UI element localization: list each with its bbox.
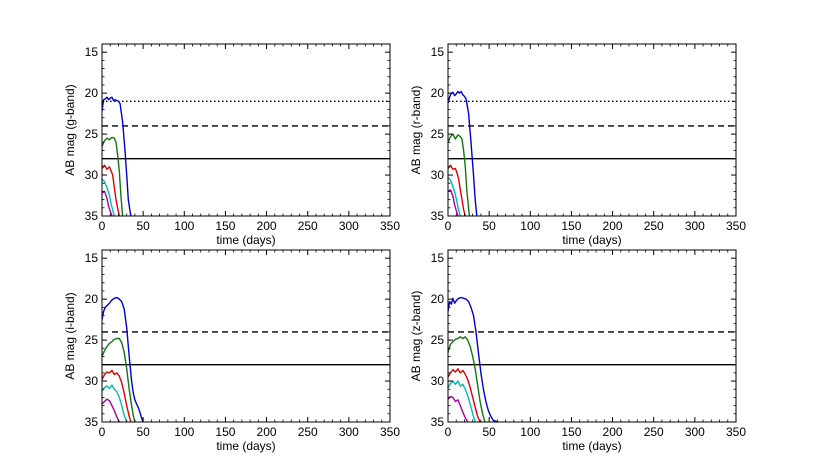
series-line-2 [448,336,486,422]
y-axis-label: AB mag (z-band) [409,291,423,382]
series-line-5 [102,398,120,422]
y-tick-label: 15 [431,45,445,59]
y-tick-label: 15 [431,251,445,265]
y-tick-label: 25 [85,127,99,141]
x-tick-label: 350 [380,425,400,439]
y-tick-label: 30 [431,374,445,388]
series-line-3 [102,164,120,216]
y-tick-label: 15 [85,45,99,59]
x-tick-label: 250 [644,219,664,233]
series-line-4 [102,178,115,216]
x-tick-label: 0 [445,219,452,233]
x-tick-label: 150 [215,425,235,439]
x-tick-label: 200 [603,425,623,439]
series-line-4 [448,177,461,216]
x-tick-label: 150 [561,219,581,233]
y-tick-label: 35 [85,209,99,223]
x-tick-label: 200 [257,219,277,233]
y-axis-label: AB mag (g-band) [63,84,77,175]
series-line-1 [448,296,499,422]
chart-panel-r-band: 0 50 100 150 200 250 300 350 15 20 25 30 35 time (day… [409,43,746,247]
y-tick-label: 20 [431,292,445,306]
x-tick-label: 200 [603,219,623,233]
chart-panel-i-band: 0 50 100 150 200 250 300 350 15 20 25 30 35 time (day… [63,249,400,453]
y-tick-label: 35 [85,415,99,429]
x-tick-label: 250 [644,425,664,439]
x-tick-label: 50 [482,425,496,439]
y-tick-label: 20 [85,86,99,100]
y-tick-label: 20 [431,86,445,100]
plot-frame [101,43,391,217]
y-tick-label: 25 [431,333,445,347]
y-axis-label: AB mag (r-band) [409,86,423,175]
plot-frame [101,249,391,423]
chart-panel-g-band: 0 50 100 150 200 250 300 350 15 20 25 30 35 time (day… [63,43,400,247]
series-line-1 [102,296,144,422]
series-line-2 [448,133,471,216]
y-tick-label: 25 [85,333,99,347]
series-line-2 [102,136,124,216]
y-tick-label: 30 [85,374,99,388]
x-tick-label: 250 [298,425,318,439]
x-tick-label: 0 [99,425,106,439]
x-tick-label: 250 [298,219,318,233]
x-tick-label: 100 [174,219,194,233]
plot-frame [447,43,737,217]
x-tick-label: 150 [215,219,235,233]
x-axis-label: time (days) [562,439,621,453]
y-tick-label: 30 [85,168,99,182]
x-tick-label: 300 [685,219,705,233]
x-tick-label: 50 [482,219,496,233]
y-tick-label: 15 [85,251,99,265]
x-axis-label: time (days) [216,233,275,247]
series-line-1 [102,96,132,216]
y-tick-label: 30 [431,168,445,182]
x-tick-label: 300 [339,219,359,233]
x-tick-label: 350 [726,219,746,233]
x-tick-label: 50 [136,425,150,439]
x-axis-label: time (days) [216,439,275,453]
x-tick-label: 100 [520,425,540,439]
x-tick-label: 50 [136,219,150,233]
y-tick-label: 35 [431,415,445,429]
x-tick-label: 100 [174,425,194,439]
x-tick-label: 100 [520,219,540,233]
series-line-4 [102,384,128,422]
series-line-1 [448,90,478,216]
x-axis-label: time (days) [562,233,621,247]
y-axis-label: AB mag (i-band) [63,292,77,379]
series-line-5 [448,189,459,216]
series-line-5 [448,395,469,422]
x-tick-label: 200 [257,425,277,439]
x-tick-label: 350 [380,219,400,233]
chart-panel-z-band: 0 50 100 150 200 250 300 350 15 20 25 30 35 time (day… [409,249,746,453]
series-line-3 [102,369,132,422]
x-tick-label: 150 [561,425,581,439]
x-tick-label: 350 [726,425,746,439]
series-line-4 [448,380,476,422]
x-tick-label: 300 [685,425,705,439]
plot-frame [447,249,737,423]
y-tick-label: 35 [431,209,445,223]
y-tick-label: 25 [431,127,445,141]
series-line-3 [448,164,466,216]
series-line-2 [102,337,136,422]
series-line-3 [448,368,481,422]
y-tick-label: 20 [85,292,99,306]
x-tick-label: 300 [339,425,359,439]
x-tick-label: 0 [445,425,452,439]
x-tick-label: 0 [99,219,106,233]
